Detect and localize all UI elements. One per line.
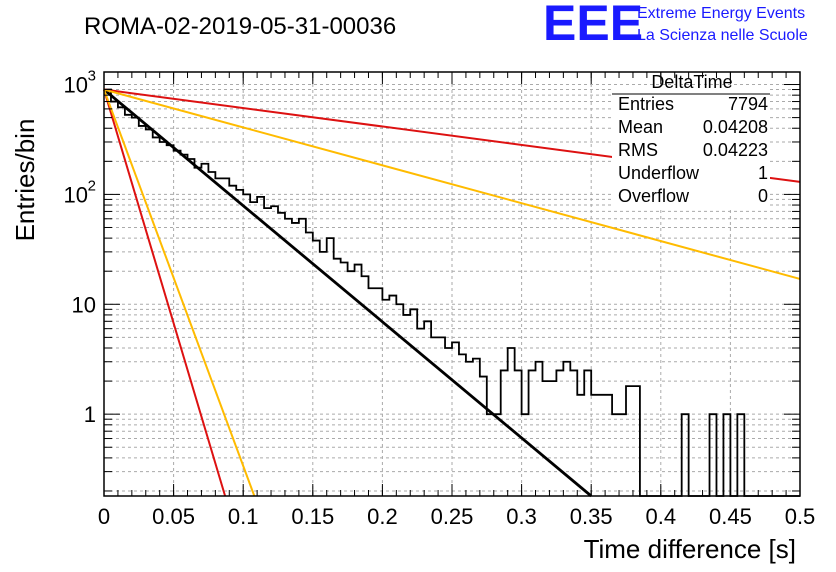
- stats-value: 7794: [728, 94, 768, 114]
- y-tick-label: 10: [64, 182, 88, 207]
- x-tick-label: 0.3: [506, 504, 537, 529]
- stats-value: 1: [758, 163, 768, 183]
- stats-value: 0: [758, 186, 768, 206]
- y-tick-label: 1: [84, 402, 96, 427]
- fit-line-2: [103, 88, 801, 280]
- stats-value: 0.04223: [703, 140, 768, 160]
- eee-logo-text: EEE: [543, 0, 643, 51]
- x-tick-label: 0.25: [431, 504, 474, 529]
- brand-line-1: Extreme Energy Events: [637, 5, 805, 22]
- axis-ticks: [103, 72, 801, 496]
- y-tick-label: 10: [72, 292, 96, 317]
- x-tick-label: 0.1: [228, 504, 259, 529]
- stats-box-rows: Entries 7794 Mean 0.04208 RMS 0.04223Underflo…: [618, 94, 768, 206]
- x-tick-label: 0.05: [152, 504, 195, 529]
- x-tick-label: 0.35: [570, 504, 613, 529]
- stats-label: Underflow: [618, 163, 700, 183]
- y-axis-label: Entries/bin: [10, 119, 40, 242]
- y-tick-exponent: 2: [88, 177, 96, 194]
- y-tick-exponent: 3: [88, 68, 96, 85]
- x-tick-label: 0.15: [291, 504, 334, 529]
- stats-box-title: DeltaTime: [651, 72, 732, 92]
- x-tick-label: 0: [98, 504, 110, 529]
- stats-label: Entries: [618, 94, 674, 114]
- x-tick-label: 0.5: [785, 504, 816, 529]
- stats-label: RMS: [618, 140, 658, 160]
- x-axis-label: Time difference [s]: [584, 534, 796, 564]
- x-tick-label: 0.45: [709, 504, 752, 529]
- stats-label: Mean: [618, 117, 663, 137]
- plot-title: ROMA-02-2019-05-31-00036: [84, 13, 396, 40]
- y-tick-label: 10: [64, 73, 88, 98]
- x-tick-labels: 0 0.05 0.1 0.15 0.2 0.25 0.3 0.35 0.4 0.45 0.5: [98, 504, 815, 529]
- stats-value: 0.04208: [703, 117, 768, 137]
- x-tick-label: 0.2: [367, 504, 398, 529]
- fit-line-3: [103, 89, 227, 497]
- fit-line-0: [103, 88, 593, 498]
- stats-box-frame: [612, 86, 770, 208]
- stats-label: Overflow: [618, 186, 690, 206]
- fit-line-4: [103, 89, 256, 497]
- x-tick-label: 0.4: [646, 504, 677, 529]
- eee-logo: EEE: [543, 0, 643, 51]
- stats-box: DeltaTime Entries 7794 Mean 0.04208 RMS 0.042…: [612, 72, 770, 208]
- brand-line-2: La Scienza nelle Scuole: [637, 27, 808, 44]
